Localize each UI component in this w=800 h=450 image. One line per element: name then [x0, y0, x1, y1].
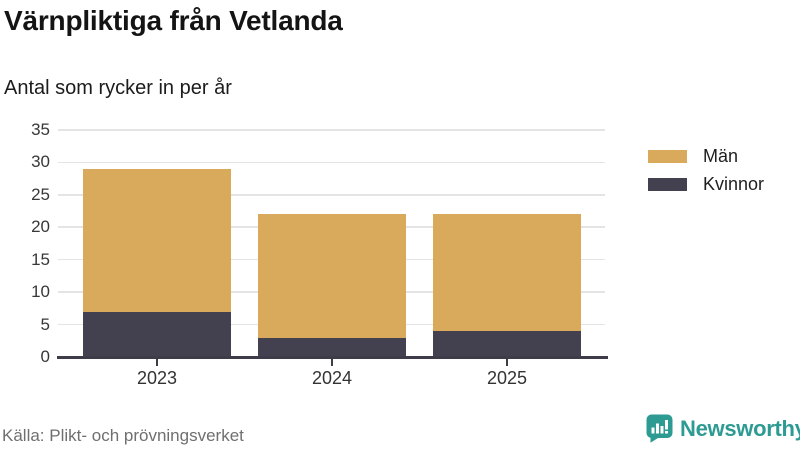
bar-segment-män-2025	[433, 214, 581, 332]
y-axis-label-5: 5	[40, 314, 50, 334]
y-axis-label-0: 0	[40, 347, 50, 366]
source-text: Källa: Plikt- och prövningsverket	[2, 426, 244, 445]
x-axis-line	[57, 356, 608, 359]
y-axis-label-10: 10	[31, 282, 50, 302]
x-axis-tick-2025	[506, 358, 508, 366]
page-title: Värnpliktiga från Vetlanda	[4, 5, 343, 36]
legend-item-män: Män	[648, 147, 764, 165]
x-axis-tick-2023	[156, 358, 158, 366]
chart-legend: Män Kvinnor	[648, 147, 764, 193]
legend-swatch-män	[648, 149, 687, 163]
legend-label-män: Män	[703, 146, 739, 166]
newsworthy-branding: Newsworthy	[646, 414, 800, 443]
gridline-25	[58, 194, 605, 196]
y-axis-label-15: 15	[31, 249, 50, 269]
bar-segment-män-2023	[83, 168, 231, 312]
legend-swatch-kvinnor	[648, 177, 687, 191]
bar-segment-kvinnor-2025	[433, 331, 581, 357]
legend-label-kvinnor: Kvinnor	[703, 174, 765, 194]
brand-name: Newsworthy	[680, 415, 800, 441]
bar-segment-kvinnor-2024	[258, 337, 406, 357]
y-axis-label-35: 35	[31, 119, 50, 139]
gridline-35	[58, 129, 605, 131]
bar-segment-män-2024	[258, 214, 406, 338]
chart-subtitle: Antal som rycker in per år	[4, 77, 232, 99]
x-axis-label-2024: 2024	[311, 368, 353, 388]
gridline-30	[58, 161, 605, 164]
legend-item-kvinnor: Kvinnor	[648, 175, 764, 193]
y-axis-label-30: 30	[31, 152, 50, 172]
y-axis-label-25: 25	[31, 184, 50, 204]
bar-segment-kvinnor-2023	[83, 311, 231, 357]
newsworthy-logo-icon	[646, 414, 673, 443]
x-axis-label-2025: 2025	[486, 368, 528, 388]
y-axis-label-20: 20	[31, 217, 50, 237]
x-axis-label-2023: 2023	[136, 368, 178, 388]
x-axis-tick-2024	[331, 358, 333, 366]
